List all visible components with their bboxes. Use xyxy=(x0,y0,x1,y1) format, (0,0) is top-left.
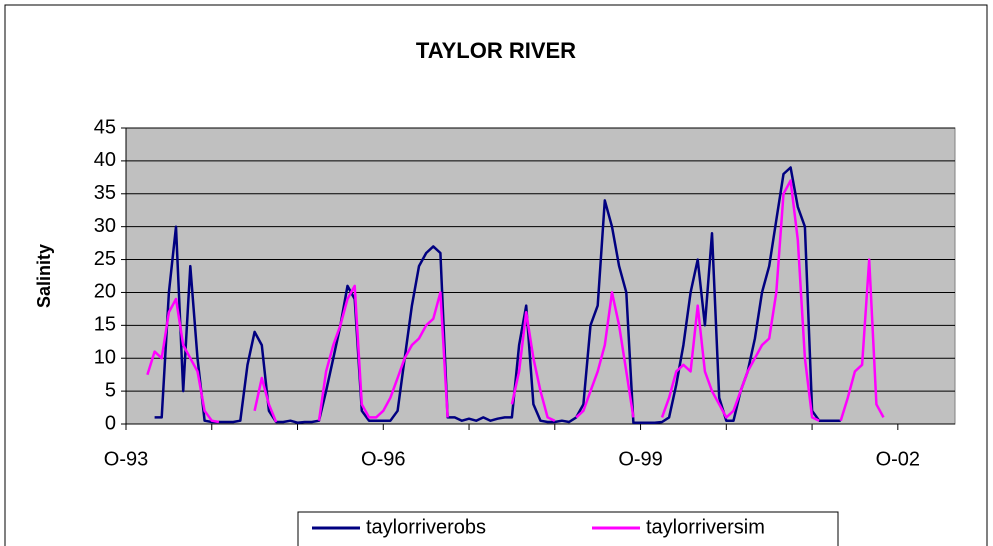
y-tick-label: 15 xyxy=(94,314,116,336)
y-tick-label: 45 xyxy=(94,116,116,138)
x-tick-label: O-99 xyxy=(618,448,662,470)
x-tick-label: O-93 xyxy=(104,448,148,470)
y-tick-label: 5 xyxy=(105,379,116,401)
x-tick-label: O-96 xyxy=(361,448,405,470)
y-tick-label: 25 xyxy=(94,248,116,270)
legend-label: taylorriversim xyxy=(646,516,765,538)
y-tick-label: 10 xyxy=(94,347,116,369)
chart-title: TAYLOR RIVER xyxy=(416,38,576,63)
y-tick-label: 20 xyxy=(94,281,116,303)
y-axis-label: Salinity xyxy=(34,244,54,308)
y-tick-label: 40 xyxy=(94,149,116,171)
data-line xyxy=(146,179,885,424)
plot-area xyxy=(125,127,956,425)
legend-label: taylorriverobs xyxy=(366,516,486,538)
y-tick-label: 0 xyxy=(105,412,116,434)
y-tick-label: 30 xyxy=(94,215,116,237)
x-tick-label: O-02 xyxy=(876,448,920,470)
y-tick-label: 35 xyxy=(94,182,116,204)
data-line xyxy=(154,166,841,424)
legend-box xyxy=(297,511,839,546)
